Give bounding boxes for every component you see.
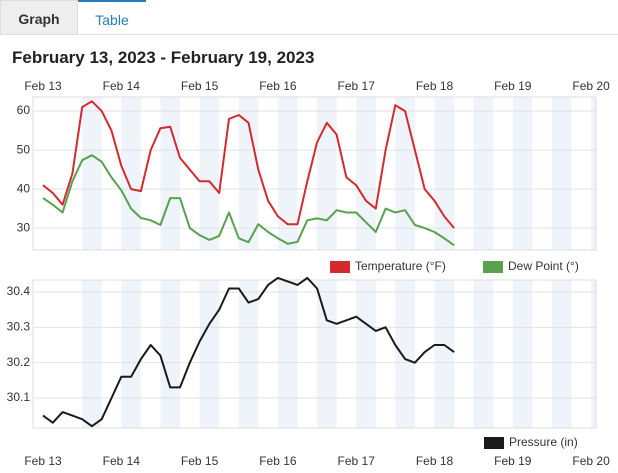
legend-label: Pressure (in) bbox=[509, 435, 578, 449]
night-band bbox=[277, 280, 298, 428]
x-tick-label: Feb 14 bbox=[103, 79, 141, 93]
x-tick-label: Feb 16 bbox=[259, 454, 297, 468]
y-tick-label: 60 bbox=[17, 103, 31, 117]
night-band bbox=[160, 280, 181, 428]
x-tick-label: Feb 15 bbox=[181, 454, 219, 468]
tab-divider bbox=[0, 34, 618, 35]
night-band bbox=[317, 280, 337, 428]
night-band bbox=[317, 97, 337, 250]
y-tick-label: 30.2 bbox=[7, 355, 31, 369]
series-line bbox=[42, 154, 455, 247]
night-band bbox=[591, 280, 596, 428]
x-tick-label: Feb 19 bbox=[494, 454, 532, 468]
legend-swatch bbox=[483, 261, 503, 273]
night-band bbox=[160, 97, 181, 250]
night-band bbox=[121, 97, 141, 250]
tab-graph[interactable]: Graph bbox=[0, 0, 78, 34]
x-tick-label: Feb 14 bbox=[103, 454, 141, 468]
series-line bbox=[42, 100, 455, 229]
night-band bbox=[356, 97, 376, 250]
night-band bbox=[277, 97, 298, 250]
plot-frame bbox=[32, 96, 597, 251]
x-tick-label: Feb 19 bbox=[494, 79, 532, 93]
night-band bbox=[512, 97, 533, 250]
night-band bbox=[434, 280, 455, 428]
night-band bbox=[512, 280, 533, 428]
legend-label: Temperature (°F) bbox=[355, 259, 446, 273]
night-band bbox=[473, 97, 494, 250]
night-band bbox=[551, 97, 572, 250]
y-tick-label: 30.4 bbox=[7, 284, 31, 298]
series-line bbox=[42, 276, 455, 428]
x-tick-label: Feb 15 bbox=[181, 79, 219, 93]
night-band bbox=[551, 280, 572, 428]
x-tick-label: Feb 13 bbox=[24, 79, 62, 93]
x-tick-label: Feb 20 bbox=[572, 454, 610, 468]
y-tick-label: 50 bbox=[17, 142, 31, 156]
y-tick-label: 40 bbox=[17, 181, 31, 195]
y-tick-label: 30 bbox=[17, 220, 31, 234]
plot-frame bbox=[32, 279, 597, 429]
x-tick-label: Feb 20 bbox=[572, 79, 610, 93]
night-band bbox=[434, 97, 455, 250]
night-band bbox=[395, 280, 415, 428]
legend-swatch bbox=[484, 437, 504, 449]
night-band bbox=[591, 97, 596, 250]
night-band bbox=[82, 280, 102, 428]
night-band bbox=[238, 280, 259, 428]
x-tick-label: Feb 16 bbox=[259, 79, 297, 93]
legend-swatch bbox=[330, 261, 350, 273]
night-band bbox=[473, 280, 494, 428]
page-title: February 13, 2023 - February 19, 2023 bbox=[12, 48, 315, 67]
x-tick-label: Feb 18 bbox=[416, 79, 454, 93]
y-tick-label: 30.3 bbox=[7, 320, 31, 334]
night-band bbox=[199, 97, 220, 250]
legend-label: Dew Point (°) bbox=[508, 259, 579, 273]
night-band bbox=[121, 280, 141, 428]
night-band bbox=[356, 280, 376, 428]
x-tick-label: Feb 17 bbox=[338, 79, 376, 93]
x-tick-label: Feb 17 bbox=[338, 454, 376, 468]
x-tick-label: Feb 18 bbox=[416, 454, 454, 468]
night-band bbox=[395, 97, 415, 250]
x-tick-label: Feb 13 bbox=[24, 454, 62, 468]
night-band bbox=[238, 97, 259, 250]
night-band bbox=[199, 280, 220, 428]
tab-table[interactable]: Table bbox=[78, 0, 146, 34]
night-band bbox=[82, 97, 102, 250]
y-tick-label: 30.1 bbox=[7, 390, 31, 404]
